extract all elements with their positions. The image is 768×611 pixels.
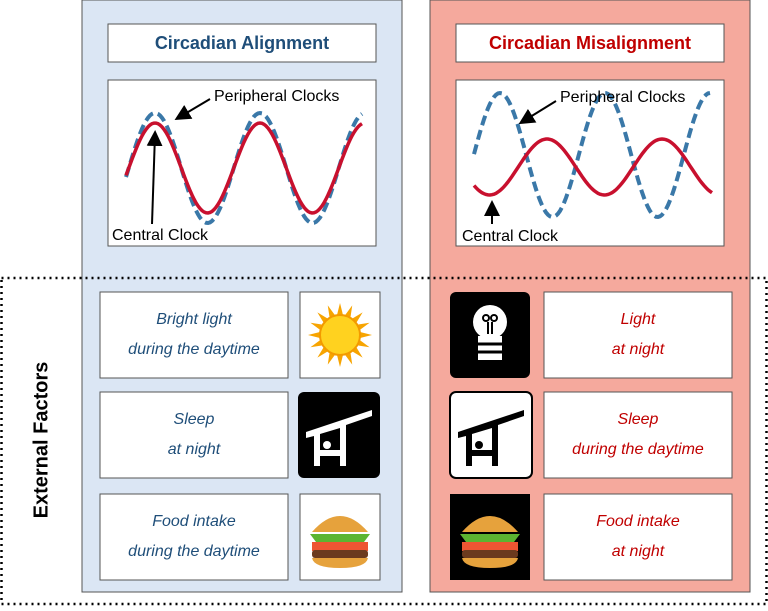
burger-icon — [460, 516, 520, 568]
factor-text: at night — [612, 341, 665, 358]
arrow — [146, 130, 163, 225]
head — [323, 441, 331, 449]
sun-ray — [308, 331, 323, 339]
factor-text: during the daytime — [572, 441, 704, 458]
title-box — [107, 23, 377, 63]
factor-text: Food intake — [152, 513, 236, 530]
factor-text: Food intake — [596, 513, 680, 530]
factor-text: at night — [612, 543, 665, 560]
factor-box — [543, 493, 733, 581]
peripheral-label: Peripheral Clocks — [560, 89, 685, 106]
icons — [298, 291, 533, 581]
factor-box — [99, 391, 289, 479]
shelter-shape — [458, 410, 524, 466]
factors: Bright light during the daytime Sleep at ni… — [99, 291, 733, 581]
bed — [472, 450, 498, 456]
factor-box — [99, 493, 289, 581]
peripheral-wave — [124, 110, 364, 226]
waves — [124, 90, 714, 226]
factor-box — [543, 291, 733, 379]
factor-box — [99, 291, 289, 379]
central-wave — [124, 121, 363, 215]
side-label: External Factors — [30, 362, 52, 519]
factor-text: Bright light — [156, 311, 232, 328]
title: Circadian Alignment — [155, 33, 329, 53]
factor-text: during the daytime — [128, 543, 260, 560]
burger-icon — [310, 516, 370, 568]
bulb — [473, 305, 507, 339]
title-box — [455, 23, 725, 63]
factor-text: Light — [621, 311, 656, 328]
sun-ray — [357, 331, 372, 339]
peripheral-label: Peripheral Clocks — [214, 88, 339, 105]
factor-box — [543, 391, 733, 479]
factor-text: during the daytime — [128, 341, 260, 358]
factor-text: Sleep — [174, 411, 215, 428]
shelter-shape — [306, 410, 372, 466]
central-label: Central Clock — [462, 228, 559, 245]
sun-ray — [336, 352, 344, 367]
sun-icon — [308, 303, 372, 367]
arrow — [518, 100, 557, 125]
arrow — [174, 98, 211, 121]
bed — [320, 450, 346, 456]
title: Circadian Misalignment — [489, 33, 691, 53]
factor-text: Sleep — [618, 411, 659, 428]
factor-text: at night — [168, 441, 221, 458]
peripheral-wave — [472, 90, 711, 220]
sun-ray — [336, 303, 344, 318]
head — [475, 441, 483, 449]
bulb-base — [478, 336, 502, 360]
central-label: Central Clock — [112, 227, 209, 244]
sun-disc — [319, 314, 361, 356]
wave-box — [455, 79, 725, 247]
bulb-threads — [478, 342, 502, 354]
central-wave — [472, 137, 714, 197]
